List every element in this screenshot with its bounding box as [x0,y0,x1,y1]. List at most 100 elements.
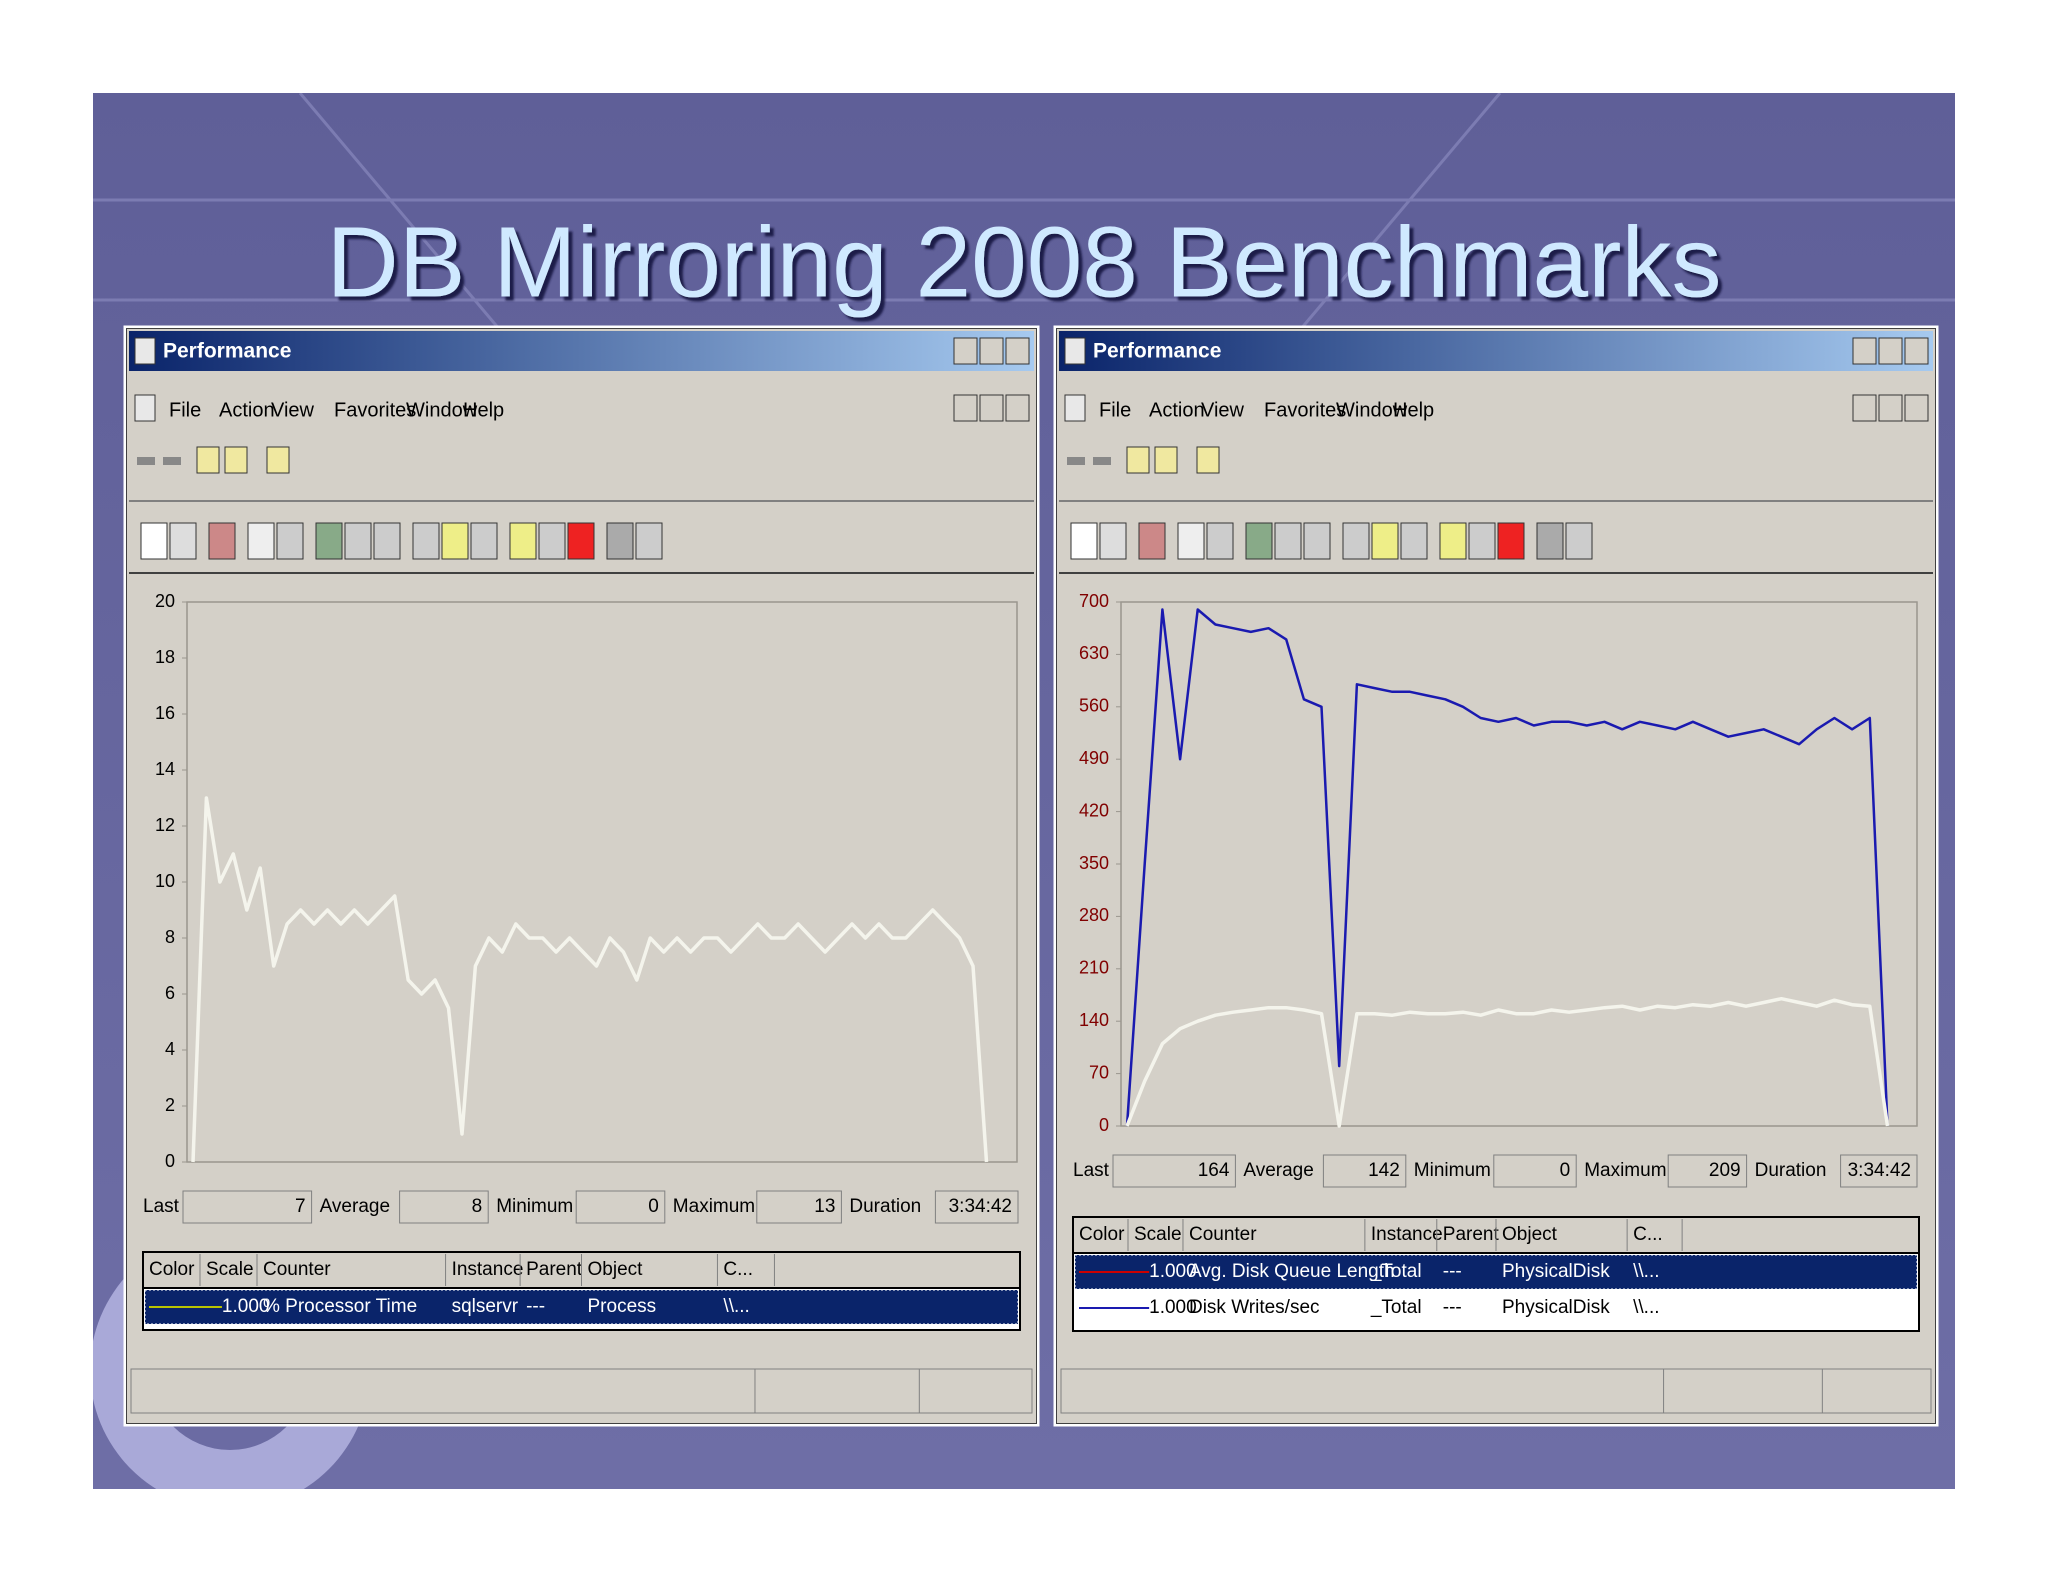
legend-row[interactable] [1075,1291,1917,1325]
toolbar-button[interactable] [1138,522,1166,560]
toolbar-button[interactable] [373,522,401,560]
nav-button[interactable] [1067,457,1085,465]
inner-window-button[interactable] [979,394,1004,422]
column-header[interactable]: Color [149,1259,195,1280]
legend-cell: _Total [1370,1261,1422,1282]
toolbar-button[interactable] [196,446,220,474]
menu-item[interactable]: Window [1336,399,1408,421]
toolbar-button[interactable] [509,522,537,560]
column-header[interactable]: Instance [1371,1224,1443,1245]
stat-box [1667,1154,1748,1188]
y-tick-label: 0 [165,1151,175,1171]
column-header[interactable]: Color [1079,1224,1125,1245]
legend-cell: Process [588,1296,657,1317]
toolbar-button[interactable] [224,446,248,474]
menu-item[interactable]: Help [1393,399,1434,421]
menu-item[interactable]: View [1201,399,1245,421]
toolbar-button[interactable] [470,522,498,560]
toolbar-button[interactable] [1536,522,1564,560]
legend-row[interactable] [1074,1254,1918,1290]
toolbar-button[interactable] [344,522,372,560]
inner-window-button[interactable] [1005,394,1030,422]
menu-item[interactable]: Favorites [1264,399,1346,421]
toolbar-button[interactable] [1439,522,1467,560]
menu-item[interactable]: File [1099,399,1131,421]
toolbar-button[interactable] [1342,522,1370,560]
column-header[interactable]: Instance [452,1259,524,1280]
toolbar-button[interactable] [1497,522,1525,560]
toolbar-button[interactable] [1196,446,1220,474]
window-button[interactable] [1878,337,1903,365]
series-line [191,796,989,1163]
window-button[interactable] [979,337,1004,365]
window-button[interactable] [1005,337,1030,365]
menu-item[interactable]: Help [463,399,504,421]
inner-window-button[interactable] [953,394,978,422]
column-header[interactable]: Object [588,1259,644,1280]
stat-value: 3:34:42 [1848,1160,1911,1181]
toolbar-button[interactable] [1400,522,1428,560]
nav-button[interactable] [137,457,155,465]
toolbar-button[interactable] [1371,522,1399,560]
column-header[interactable]: Scale [206,1259,254,1280]
menu-item[interactable]: View [271,399,315,421]
window-button[interactable] [953,337,978,365]
toolbar-button[interactable] [1245,522,1273,560]
toolbar-button[interactable] [1177,522,1205,560]
toolbar-button[interactable] [1206,522,1234,560]
toolbar-button[interactable] [441,522,469,560]
toolbar-button[interactable] [1070,522,1098,560]
toolbar-button[interactable] [315,522,343,560]
legend-cell: Avg. Disk Queue Length [1189,1261,1395,1282]
column-header[interactable]: Scale [1134,1224,1182,1245]
legend-cell: PhysicalDisk [1502,1261,1610,1282]
menu-item[interactable]: Action [1149,399,1205,421]
inner-window-button[interactable] [1878,394,1903,422]
toolbar-button[interactable] [635,522,663,560]
app-icon [134,337,156,365]
column-header[interactable]: Counter [263,1259,331,1280]
toolbar-button[interactable] [412,522,440,560]
toolbar-button[interactable] [1565,522,1593,560]
toolbar-button[interactable] [1274,522,1302,560]
toolbar-button[interactable] [538,522,566,560]
column-header[interactable]: Parent [526,1259,583,1280]
y-tick-label: 420 [1079,800,1109,820]
stat-label: Duration [1755,1160,1827,1181]
stat-label: Minimum [496,1196,573,1217]
legend-cell: 1.000 [222,1296,270,1317]
menu-item[interactable]: File [169,399,201,421]
toolbar-button[interactable] [1303,522,1331,560]
column-header[interactable]: Counter [1189,1224,1257,1245]
toolbar-button[interactable] [1154,446,1178,474]
window-button[interactable] [1904,337,1929,365]
legend-cell: Disk Writes/sec [1189,1297,1320,1318]
inner-window-button[interactable] [1904,394,1929,422]
nav-button[interactable] [163,457,181,465]
toolbar-button[interactable] [247,522,275,560]
toolbar-button[interactable] [169,522,197,560]
inner-window-button[interactable] [1852,394,1877,422]
column-header[interactable]: C... [1633,1224,1663,1245]
toolbar-button[interactable] [1126,446,1150,474]
toolbar-button[interactable] [208,522,236,560]
legend-row[interactable] [144,1289,1019,1325]
menu-item[interactable]: Favorites [334,399,416,421]
y-tick-label: 490 [1079,748,1109,768]
toolbar-button[interactable] [567,522,595,560]
toolbar-button[interactable] [140,522,168,560]
toolbar-button[interactable] [1099,522,1127,560]
legend-cell: \\... [1633,1261,1659,1282]
column-header[interactable]: C... [723,1259,753,1280]
column-header[interactable]: Object [1502,1224,1558,1245]
column-header[interactable]: Parent [1443,1224,1500,1245]
toolbar-button[interactable] [266,446,290,474]
menu-item[interactable]: Action [219,399,275,421]
toolbar-button[interactable] [1468,522,1496,560]
toolbar-button[interactable] [276,522,304,560]
nav-button[interactable] [1093,457,1111,465]
stat-box [182,1190,313,1224]
menu-item[interactable]: Window [406,399,478,421]
toolbar-button[interactable] [606,522,634,560]
window-button[interactable] [1852,337,1877,365]
